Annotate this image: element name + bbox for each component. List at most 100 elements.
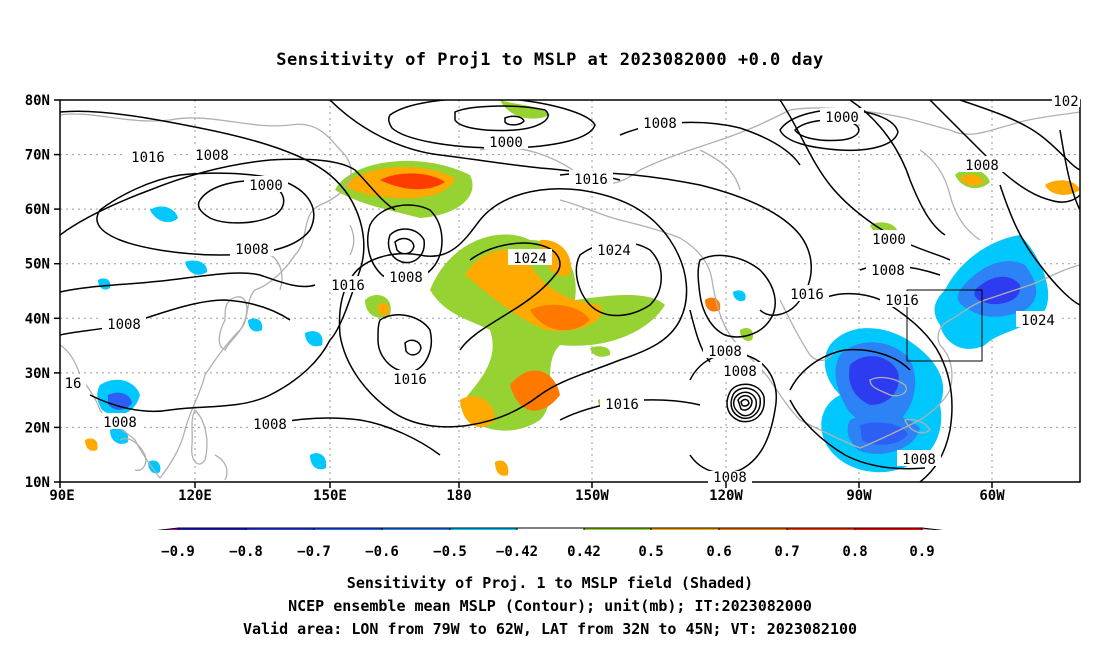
svg-text:1008: 1008 [708,344,742,360]
contour-label: 1008 [248,415,292,433]
lon-label: 120W [709,488,743,504]
contour-label: 1008 [638,114,682,132]
svg-text:1008: 1008 [723,364,757,380]
contour-label: 1016 [880,291,924,309]
svg-text:1016: 1016 [331,278,365,294]
colorbar-label: −0.8 [229,544,263,560]
contour-label: 16 [62,374,86,392]
colorbar-label: −0.9 [161,544,195,560]
contour-label: 1008 [897,450,941,468]
lat-label: 10N [25,475,50,491]
colorbar-segment [516,527,585,530]
svg-text:16: 16 [65,376,82,392]
contour-label: 1000 [820,108,864,126]
colorbar-label: 0.6 [706,544,732,560]
chart-title: Sensitivity of Proj1 to MSLP at 20230820… [276,50,824,70]
contour-label: 102 [1052,94,1080,110]
contour-label: 1008 [718,362,762,380]
colorbar-segment [313,527,383,530]
svg-text:1000: 1000 [249,178,283,194]
svg-text:102: 102 [1053,94,1078,110]
colorbar-label: −0.6 [365,544,399,560]
svg-text:1008: 1008 [713,470,747,486]
contour-label: 1024 [1016,311,1060,329]
colorbar-segment [245,527,315,530]
contour-label: 1008 [98,413,142,431]
lon-label: 180 [446,488,471,504]
contour-label: 1000 [244,176,288,194]
svg-text:1008: 1008 [871,263,905,279]
svg-text:1008: 1008 [389,270,423,286]
contour-label: 1016 [126,148,170,166]
lon-label: 90E [49,488,74,504]
plot-border [59,99,1081,483]
lon-label: 150W [575,488,609,504]
svg-text:1016: 1016 [393,372,427,388]
contour-label: 1016 [569,170,613,188]
colorbar-label: 0.5 [638,544,664,560]
contour-label: 1016 [600,395,644,413]
sensitivity-map: 1016 1008 1000 1008 1008 1016 1008 16 10… [25,93,1081,530]
axis-ticks [54,99,993,488]
colorbar-high-end [921,527,944,530]
svg-text:1008: 1008 [902,452,936,468]
lat-label: 80N [25,93,50,109]
colorbar-low-end [156,527,179,530]
colorbar-segment [381,527,451,530]
colorbar-label: 0.7 [774,544,800,560]
positive-sensitivity-shading [85,100,1080,476]
lon-label: 120E [178,488,212,504]
contour-label: 1000 [867,230,911,248]
svg-text:1008: 1008 [195,148,229,164]
caption-line-1: Sensitivity of Proj. 1 to MSLP field (Sh… [346,574,754,592]
colorbar-segment [650,527,720,530]
caption-line-2: NCEP ensemble mean MSLP (Contour); unit(… [288,597,812,615]
colorbar-label: 0.8 [842,544,868,560]
lon-label: 150E [313,488,347,504]
colorbar-segment [854,527,923,530]
contour-label: 1016 [326,276,370,294]
svg-text:1016: 1016 [605,397,639,413]
svg-text:1008: 1008 [965,158,999,174]
contour-label: 1008 [866,261,910,279]
colorbar [156,527,944,530]
svg-text:1000: 1000 [825,110,859,126]
svg-text:1024: 1024 [513,251,547,267]
lon-label: 60W [979,488,1005,504]
colorbar-label: −0.5 [433,544,467,560]
svg-text:1016: 1016 [131,150,165,166]
contour-labels: 1016 1008 1000 1008 1008 1016 1008 16 10… [62,94,1080,486]
svg-text:1008: 1008 [253,417,287,433]
lat-label: 30N [25,366,50,382]
valid-area-box [906,289,983,362]
svg-text:1008: 1008 [103,415,137,431]
lat-label: 60N [25,202,50,218]
svg-text:1000: 1000 [489,135,523,151]
contour-label: 1008 [102,315,146,333]
svg-text:1008: 1008 [235,242,269,258]
colorbar-segment [449,527,518,530]
svg-text:1016: 1016 [885,293,919,309]
contour-label: 1008 [708,470,752,486]
colorbar-label: −0.7 [297,544,331,560]
contour-label: 1016 [388,370,432,388]
contour-label: 1008 [190,146,234,164]
lat-label: 50N [25,257,50,273]
colorbar-segment [718,527,788,530]
svg-text:1008: 1008 [107,317,141,333]
svg-text:1024: 1024 [597,243,631,259]
longitude-labels: 90E 120E 150E 180 150W 120W 90W 60W [49,488,1005,504]
colorbar-segment [583,527,652,530]
colorbar-segment [177,527,247,530]
lat-label: 70N [25,148,50,164]
lat-label: 20N [25,420,50,436]
colorbar-label: −0.42 [495,544,539,560]
svg-text:1016: 1016 [574,172,608,188]
mslp-contours [60,100,1080,482]
svg-text:1000: 1000 [872,232,906,248]
contour-label: 1008 [384,268,428,286]
contour-label: 1008 [960,156,1004,174]
svg-text:1008: 1008 [643,116,677,132]
caption-line-3: Valid area: LON from 79W to 62W, LAT fro… [242,620,858,638]
svg-text:1024: 1024 [1021,313,1055,329]
